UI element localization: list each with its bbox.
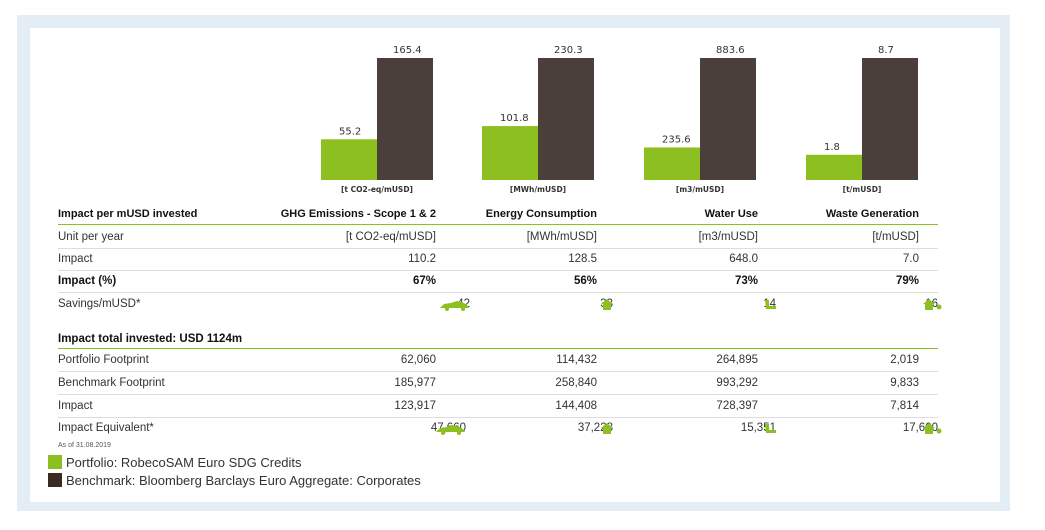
row-divider — [58, 394, 938, 395]
unit-label: [t CO2-eq/mUSD] — [341, 185, 413, 194]
table-row-savings: Savings/mUSD* 42 33 14 16 — [58, 295, 938, 317]
content-panel — [30, 28, 1000, 502]
bar-value-label: 55.2 — [339, 126, 361, 137]
bar-value-label: 883.6 — [716, 45, 745, 56]
house-tree-icon — [923, 299, 942, 310]
row-label: Impact Equivalent* — [58, 422, 154, 434]
cell: 7.0 — [903, 253, 919, 265]
bar-value-label: 230.3 — [554, 45, 583, 56]
legend-portfolio: Portfolio: RobecoSAM Euro SDG Credits — [48, 455, 302, 470]
bar-value-label: 1.8 — [824, 142, 840, 153]
bar-value-label: 235.6 — [662, 134, 691, 145]
row-divider — [58, 292, 938, 293]
bar-value-label: 101.8 — [500, 113, 529, 124]
bar-portfolio — [482, 126, 538, 180]
bar-benchmark — [700, 58, 756, 180]
house-icon — [601, 423, 613, 434]
house-icon — [601, 299, 613, 310]
cell: 648.0 — [729, 253, 758, 265]
cell: 185,977 — [394, 377, 436, 389]
table-row-portfolio: Portfolio Footprint 62,060 114,432 264,8… — [58, 351, 938, 373]
footnote-date: As of 31.08.2019 — [58, 442, 111, 449]
cell: 123,917 — [394, 400, 436, 412]
cell: 73% — [734, 275, 758, 287]
table-row-impact-pct: Impact (%) 67% 56% 73% 79% — [58, 272, 938, 294]
bar-charts: 55.2 165.4 [t CO2-eq/mUSD] 101.8 230.3 [MWh/m… — [321, 45, 918, 194]
row-divider — [58, 417, 938, 418]
cell: 7,814 — [890, 400, 919, 412]
header-waste: Waste Generation — [825, 208, 919, 220]
header-water: Water Use — [704, 208, 758, 220]
cell: 264,895 — [716, 354, 758, 366]
unit-label: [MWh/mUSD] — [510, 185, 566, 194]
row-divider — [58, 371, 938, 372]
cell: 110.2 — [408, 253, 436, 265]
table-row-impact-total: Impact 123,917 144,408 728,397 7,814 — [58, 397, 938, 419]
row-label: Savings/mUSD* — [58, 298, 141, 310]
cell: 144,408 — [555, 400, 597, 412]
row-divider — [58, 248, 938, 249]
bar-benchmark — [538, 58, 594, 180]
cell: 67% — [412, 275, 436, 287]
unit-label: [m3/mUSD] — [676, 185, 724, 194]
table-row-benchmark: Benchmark Footprint 185,977 258,840 993,… — [58, 374, 938, 396]
cell: 114,432 — [556, 354, 597, 366]
table-header-row: Impact per mUSD invested GHG Emissions -… — [58, 205, 938, 227]
row-label: Impact (%) — [58, 275, 117, 287]
bar-portfolio — [321, 139, 377, 180]
bar-portfolio — [644, 147, 700, 180]
header-divider — [58, 224, 938, 225]
header-ghg: GHG Emissions - Scope 1 & 2 — [280, 208, 436, 220]
legend-swatch-portfolio — [48, 455, 62, 469]
cell: 56% — [573, 275, 597, 287]
table-row-equivalent: Impact Equivalent* 47,660 37,228 15,351 … — [58, 419, 938, 441]
legend-benchmark: Benchmark: Bloomberg Barclays Euro Aggre… — [48, 473, 421, 488]
legend-label: Portfolio: RobecoSAM Euro SDG Credits — [66, 455, 302, 470]
tap-icon — [765, 300, 776, 309]
table-row-unit: Unit per year [t CO2-eq/mUSD] [MWh/mUSD]… — [58, 228, 938, 250]
legend-label: Benchmark: Bloomberg Barclays Euro Aggre… — [66, 473, 421, 488]
cell: 2,019 — [890, 354, 919, 366]
total-header-row: Impact total invested: USD 1124m — [58, 330, 938, 352]
bar-value-label: 8.7 — [878, 45, 894, 56]
total-divider — [58, 348, 938, 349]
cell: 258,840 — [555, 377, 597, 389]
cell: 128.5 — [568, 253, 597, 265]
bar-benchmark — [377, 58, 433, 180]
cell: 993,292 — [716, 377, 758, 389]
house-tree-icon — [923, 423, 942, 434]
row-label: Impact — [58, 253, 93, 265]
row-label: Portfolio Footprint — [58, 354, 149, 366]
cell: 9,833 — [890, 377, 919, 389]
bar-benchmark — [862, 58, 918, 180]
bar-value-label: 165.4 — [393, 45, 422, 56]
unit-label: [t/mUSD] — [843, 185, 882, 194]
cell: 62,060 — [400, 354, 436, 366]
row-label: Benchmark Footprint — [58, 377, 165, 389]
cell: [t CO2-eq/mUSD] — [345, 231, 436, 243]
table-row-impact: Impact 110.2 128.5 648.0 7.0 — [58, 250, 938, 272]
cell: 728,397 — [716, 400, 758, 412]
row-label: Impact — [58, 400, 93, 412]
car-icon — [436, 425, 465, 435]
header-label: Impact per mUSD invested — [58, 208, 198, 220]
row-divider — [58, 270, 938, 271]
total-header: Impact total invested: USD 1124m — [58, 333, 243, 345]
car-icon — [440, 301, 469, 311]
bar-portfolio — [806, 154, 862, 180]
header-energy: Energy Consumption — [485, 208, 597, 220]
cell: [m3/mUSD] — [698, 231, 758, 243]
legend-swatch-benchmark — [48, 473, 62, 487]
cell: [t/mUSD] — [872, 231, 919, 243]
cell: 79% — [895, 275, 919, 287]
cell: [MWh/mUSD] — [526, 231, 597, 243]
row-label: Unit per year — [58, 231, 124, 243]
tap-icon — [765, 424, 776, 433]
